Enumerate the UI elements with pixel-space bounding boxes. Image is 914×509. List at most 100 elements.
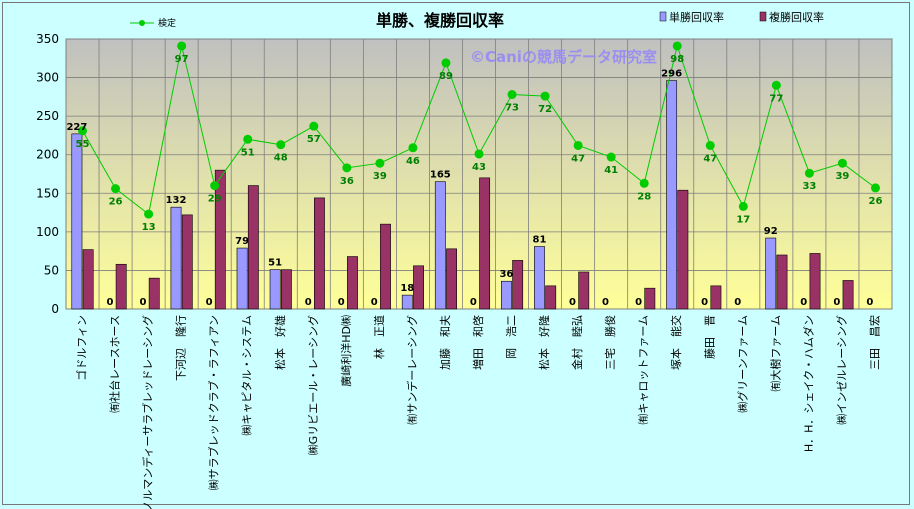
- bar-data-label: 0: [338, 297, 345, 308]
- check-data-label: 33: [802, 181, 816, 192]
- category-label: 塚本 能交: [669, 315, 683, 370]
- category-label: ㈱サラブレッドクラブ・ラフィアン: [207, 315, 221, 490]
- legend-line-marker: [139, 20, 145, 26]
- bar-data-label: 0: [800, 297, 807, 308]
- bar-place-return: [347, 256, 358, 310]
- bar-data-label: 0: [635, 297, 642, 308]
- check-data-label: 43: [472, 162, 486, 173]
- bar-data-label: 227: [66, 122, 87, 133]
- check-data-label: 28: [637, 191, 651, 202]
- category-label: 三宅 勝俊: [603, 315, 617, 370]
- check-point: [243, 134, 253, 144]
- check-data-label: 51: [241, 147, 255, 158]
- legend-bar1-swatch: [659, 11, 667, 22]
- check-data-label: 29: [208, 194, 222, 205]
- bar-place-return: [776, 254, 788, 310]
- check-point: [342, 163, 352, 173]
- y-tick-label: 200: [36, 148, 59, 162]
- check-point: [573, 140, 583, 150]
- check-point: [177, 41, 187, 51]
- category-label: ㈲社台レースホース: [108, 315, 122, 413]
- bar-win-return: [236, 247, 248, 310]
- y-tick-label: 350: [36, 32, 59, 46]
- check-point: [771, 80, 781, 90]
- check-data-label: 46: [406, 156, 420, 167]
- bar-data-label: 0: [139, 297, 146, 308]
- category-label: 藤田 晋: [703, 315, 716, 359]
- bar-data-label: 81: [532, 235, 546, 246]
- watermark: ©Caniの競馬データ研究室: [470, 48, 657, 66]
- bar-data-label: 36: [499, 269, 513, 280]
- check-data-label: 72: [538, 104, 552, 115]
- category-label: 岡 浩二: [505, 315, 518, 359]
- category-label: 廣崎利洋HD㈱: [339, 315, 353, 387]
- bar-place-return: [479, 177, 491, 310]
- bar-place-return: [280, 269, 292, 310]
- check-point: [408, 143, 418, 153]
- y-tick-label: 50: [44, 263, 59, 277]
- bar-data-label: 18: [400, 283, 414, 294]
- check-point: [606, 152, 616, 162]
- check-data-label: 26: [869, 196, 883, 207]
- bar-place-return: [710, 285, 722, 310]
- bar-place-return: [446, 248, 458, 310]
- check-data-label: 47: [571, 153, 585, 164]
- y-tick-label: 300: [36, 71, 59, 85]
- check-point: [507, 90, 517, 100]
- bar-data-label: 296: [661, 69, 682, 80]
- check-point: [672, 41, 682, 51]
- y-tick-label: 100: [36, 225, 59, 239]
- check-point: [837, 158, 847, 168]
- bar-data-label: 132: [166, 195, 187, 206]
- check-point: [804, 168, 814, 178]
- check-data-label: 77: [769, 93, 783, 104]
- bar-place-return: [644, 287, 656, 310]
- bar-place-return: [247, 185, 259, 310]
- y-tick-label: 250: [36, 109, 59, 123]
- check-data-label: 98: [670, 54, 684, 65]
- bar-data-label: 0: [833, 297, 840, 308]
- bar-data-label: 0: [569, 297, 576, 308]
- bar-data-label: 0: [866, 297, 873, 308]
- bar-win-return: [170, 206, 182, 310]
- category-label: 増田 和啓: [471, 315, 485, 370]
- bar-place-return: [181, 214, 193, 310]
- bar-place-return: [148, 277, 160, 310]
- check-point: [474, 149, 484, 159]
- bar-place-return: [313, 197, 325, 310]
- bar-data-label: 0: [701, 297, 708, 308]
- check-point: [78, 126, 88, 136]
- bar-win-return: [269, 269, 281, 310]
- check-data-label: 17: [736, 214, 750, 225]
- category-label: ㈱グリーンファーム: [735, 315, 749, 413]
- bar-win-return: [71, 133, 83, 310]
- category-label: 松本 好隆: [537, 315, 551, 370]
- chart-title: 単勝、複勝回収率: [376, 11, 504, 30]
- check-data-label: 55: [76, 139, 90, 150]
- bar-win-return: [434, 181, 446, 310]
- plot-area: [65, 38, 893, 310]
- check-data-label: 57: [307, 134, 321, 145]
- check-point: [705, 140, 715, 150]
- category-label: 松本 好雄: [273, 315, 287, 370]
- category-label: 林 正道: [372, 315, 386, 359]
- category-label: H．H．シェイク・ハムダン: [801, 315, 815, 452]
- check-point: [738, 201, 748, 211]
- check-data-label: 13: [142, 222, 156, 233]
- bar-data-label: 0: [734, 297, 741, 308]
- check-data-label: 41: [604, 165, 618, 176]
- check-data-label: 39: [835, 171, 849, 182]
- check-data-label: 48: [274, 153, 288, 164]
- check-point: [540, 91, 550, 101]
- category-label: ㈱Gリビエール・レーシング: [306, 315, 320, 455]
- category-label: ㈲大樹ファーム: [768, 315, 782, 392]
- legend-line-label: 検定: [158, 17, 176, 29]
- bar-place-return: [115, 263, 127, 310]
- legend: 検定 単勝回収率 複勝回収率: [130, 10, 824, 29]
- category-label: 金村 睦弘: [570, 315, 584, 370]
- bar-data-label: 0: [206, 297, 213, 308]
- bar-data-label: 92: [764, 226, 778, 237]
- bar-data-label: 165: [430, 170, 451, 181]
- bar-place-return: [512, 260, 524, 310]
